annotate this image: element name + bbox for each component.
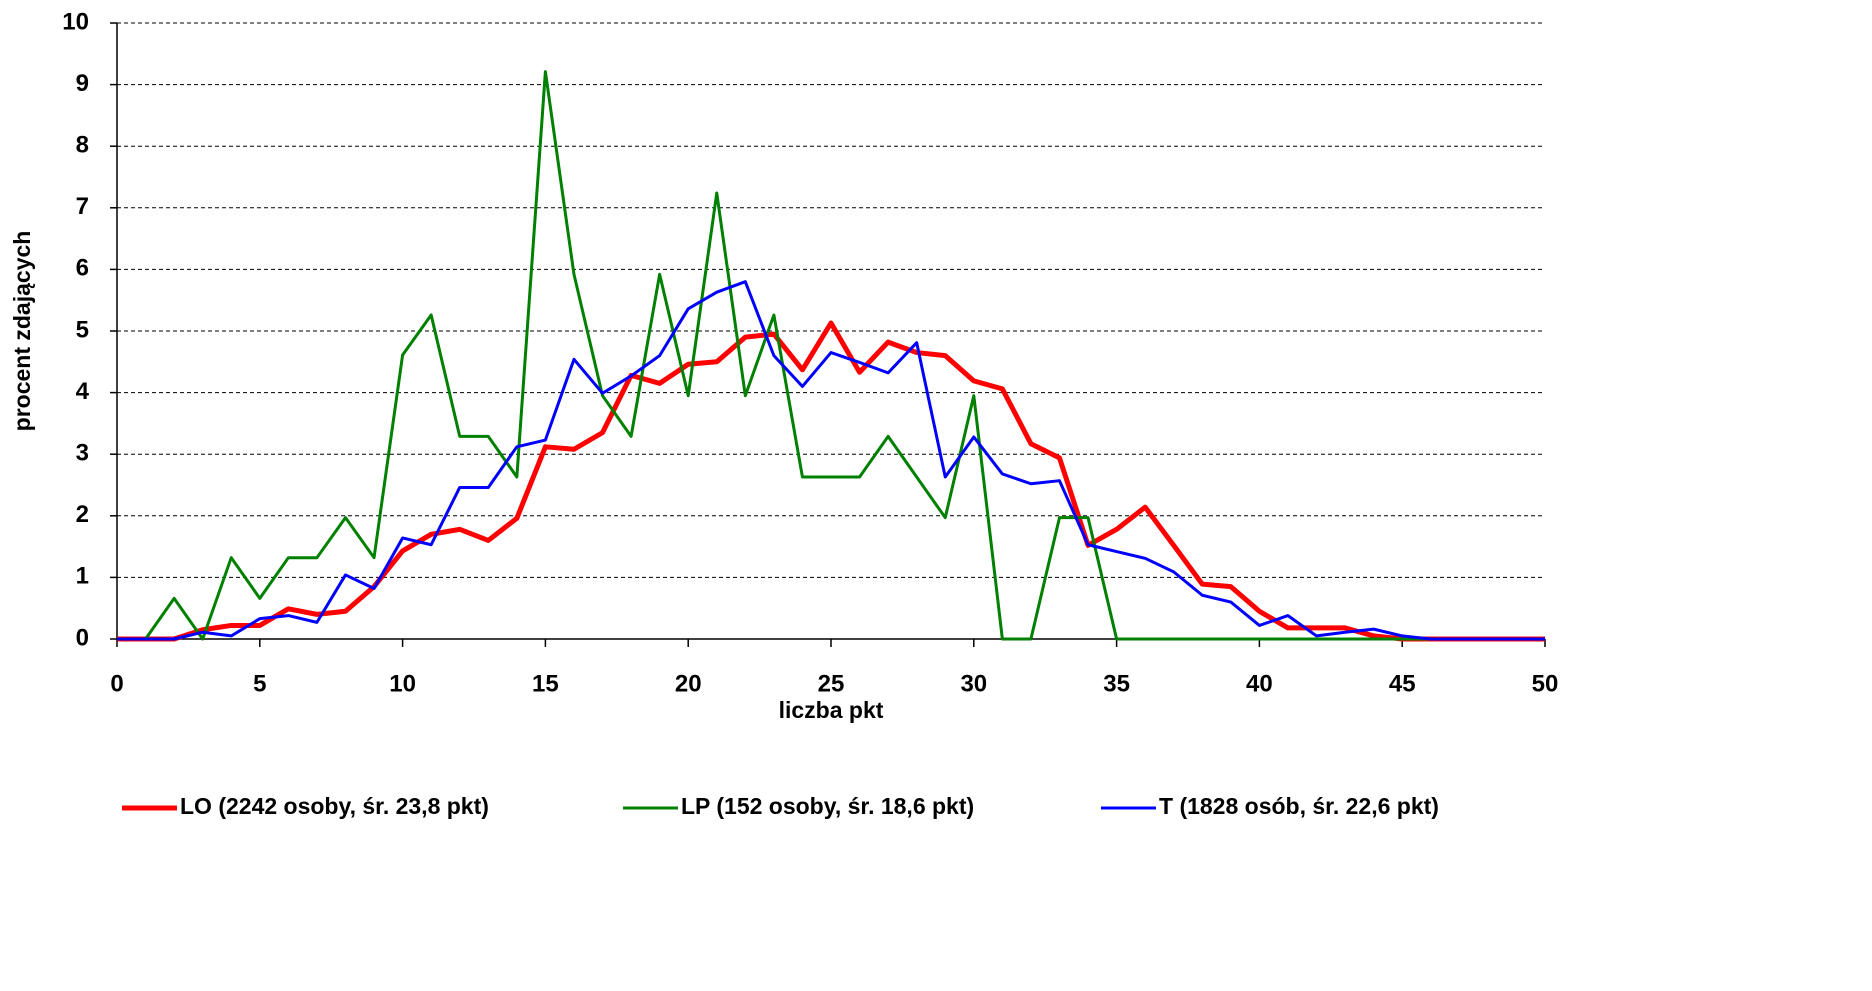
legend-label: LP (152 osoby, śr. 18,6 pkt) [681,793,974,819]
y-tick-label: 7 [76,193,89,220]
x-tick-label: 25 [818,670,845,697]
x-tick-label: 5 [253,670,266,697]
series-line [117,320,1545,642]
y-tick-label: 0 [76,624,89,651]
x-tick-label: 50 [1532,670,1559,697]
x-tick-label: 15 [532,670,559,697]
y-tick-label: 6 [76,255,89,282]
series-line [117,70,1545,641]
x-tick-label: 10 [389,670,416,697]
y-tick-label: 2 [76,501,89,528]
y-tick-label: 5 [76,316,89,343]
x-tick-label: 30 [960,670,987,697]
x-tick-label: 40 [1246,670,1273,697]
y-axis-title: procent zdających [9,231,35,432]
x-tick-label: 20 [675,670,702,697]
y-tick-label: 10 [62,8,89,35]
y-tick-label: 8 [76,132,89,159]
x-tick-label: 45 [1389,670,1416,697]
x-axis-title: liczba pkt [779,697,884,723]
legend-label: T (1828 osób, śr. 22,6 pkt) [1159,793,1439,819]
y-tick-label: 9 [76,70,89,97]
legend-label: LO (2242 osoby, śr. 23,8 pkt) [180,793,489,819]
x-tick-label: 0 [110,670,123,697]
x-tick-label: 35 [1103,670,1130,697]
y-tick-label: 1 [76,563,89,590]
y-tick-label: 3 [76,440,89,467]
series-line [117,280,1545,641]
y-tick-label: 4 [76,378,90,405]
